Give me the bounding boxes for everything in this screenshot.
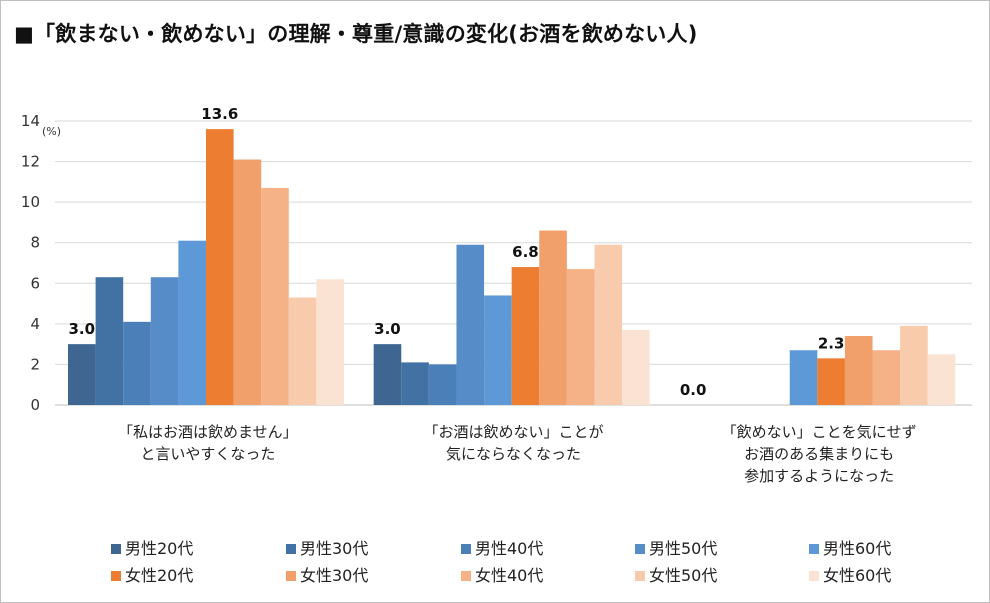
legend-label: 女性20代 [125,566,193,585]
category-label: お酒のある集まりにも [744,445,894,463]
bar [373,344,402,405]
y-tick-label: 8 [30,234,40,252]
bar [261,187,289,405]
data-label: 3.0 [374,320,401,338]
bar [566,269,595,405]
data-label: 6.8 [512,243,539,261]
legend-label: 男性50代 [649,539,717,558]
bar [428,364,457,405]
bar [539,230,567,405]
legend-swatch [635,571,645,581]
data-label: 3.0 [69,320,96,338]
bar [594,244,623,405]
bar [622,329,650,405]
y-axis-unit: (%) [42,125,61,138]
legend-label: 女性30代 [300,566,368,585]
bar [316,279,344,405]
legend-swatch [635,544,645,554]
legend-swatch [286,571,296,581]
y-tick-label: 0 [30,396,40,414]
category-label: 参加するようになった [744,467,894,485]
bar [288,297,317,405]
y-tick-label: 4 [30,315,40,333]
bar [900,325,928,405]
y-tick-label: 6 [30,274,40,292]
category-labels: 「私はお酒は飲めません」と言いやすくなった 「お酒は飲めない」ことが気にならなくな… [118,423,917,485]
bar [206,129,234,405]
bar [150,277,179,405]
category-label: 「私はお酒は飲めません」 [118,423,298,441]
bar [872,350,901,405]
legend-label: 女性50代 [649,566,717,585]
legend-swatch [809,544,819,554]
legend-swatch [461,571,471,581]
bar [844,336,873,405]
data-label: 0.0 [680,381,707,399]
bar [68,344,96,405]
legend-label: 男性60代 [823,539,891,558]
bar [95,277,124,405]
category-label: 「飲めない」ことを気にせず [722,423,917,441]
legend-label: 女性40代 [475,566,543,585]
legend-swatch [111,544,121,554]
bar [817,358,845,405]
bar [927,354,956,405]
data-label: 13.6 [201,105,238,123]
legend-label: 男性20代 [125,539,193,558]
y-tick-label: 12 [21,153,40,171]
legend-swatch [111,571,121,581]
data-labels: 3.0 13.6 3.0 6.8 0.0 2.3 [69,105,845,399]
bar [789,350,818,405]
legend-swatch [809,571,819,581]
bar [178,240,206,405]
legend-swatch [461,544,471,554]
y-tick-label: 10 [21,193,40,211]
category-label: と言いやすくなった [140,445,275,463]
bar [401,362,429,405]
y-axis-ticks: 0 2 4 6 8 10 12 14 [21,112,40,414]
chart-title: ■「飲まない・飲めない」の理解・尊重/意識の変化(お酒を飲めない人) [14,22,698,46]
bar [123,321,151,405]
bar [484,295,512,405]
category-label: 「お酒は飲めない」ことが [423,423,603,441]
bar [511,267,540,405]
bars [68,129,956,405]
legend-label: 女性60代 [823,566,891,585]
bar [233,159,262,405]
y-tick-label: 2 [30,355,40,373]
legend-label: 男性40代 [475,539,543,558]
data-label: 2.3 [818,334,845,352]
bar [456,244,485,405]
legend-swatch [286,544,296,554]
category-label: 気にならなくなった [446,445,581,463]
legend-label: 男性30代 [300,539,368,558]
y-tick-label: 14 [21,112,40,130]
